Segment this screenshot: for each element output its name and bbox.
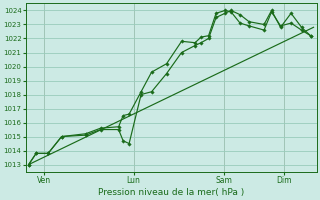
X-axis label: Pression niveau de la mer( hPa ): Pression niveau de la mer( hPa ) bbox=[98, 188, 244, 197]
